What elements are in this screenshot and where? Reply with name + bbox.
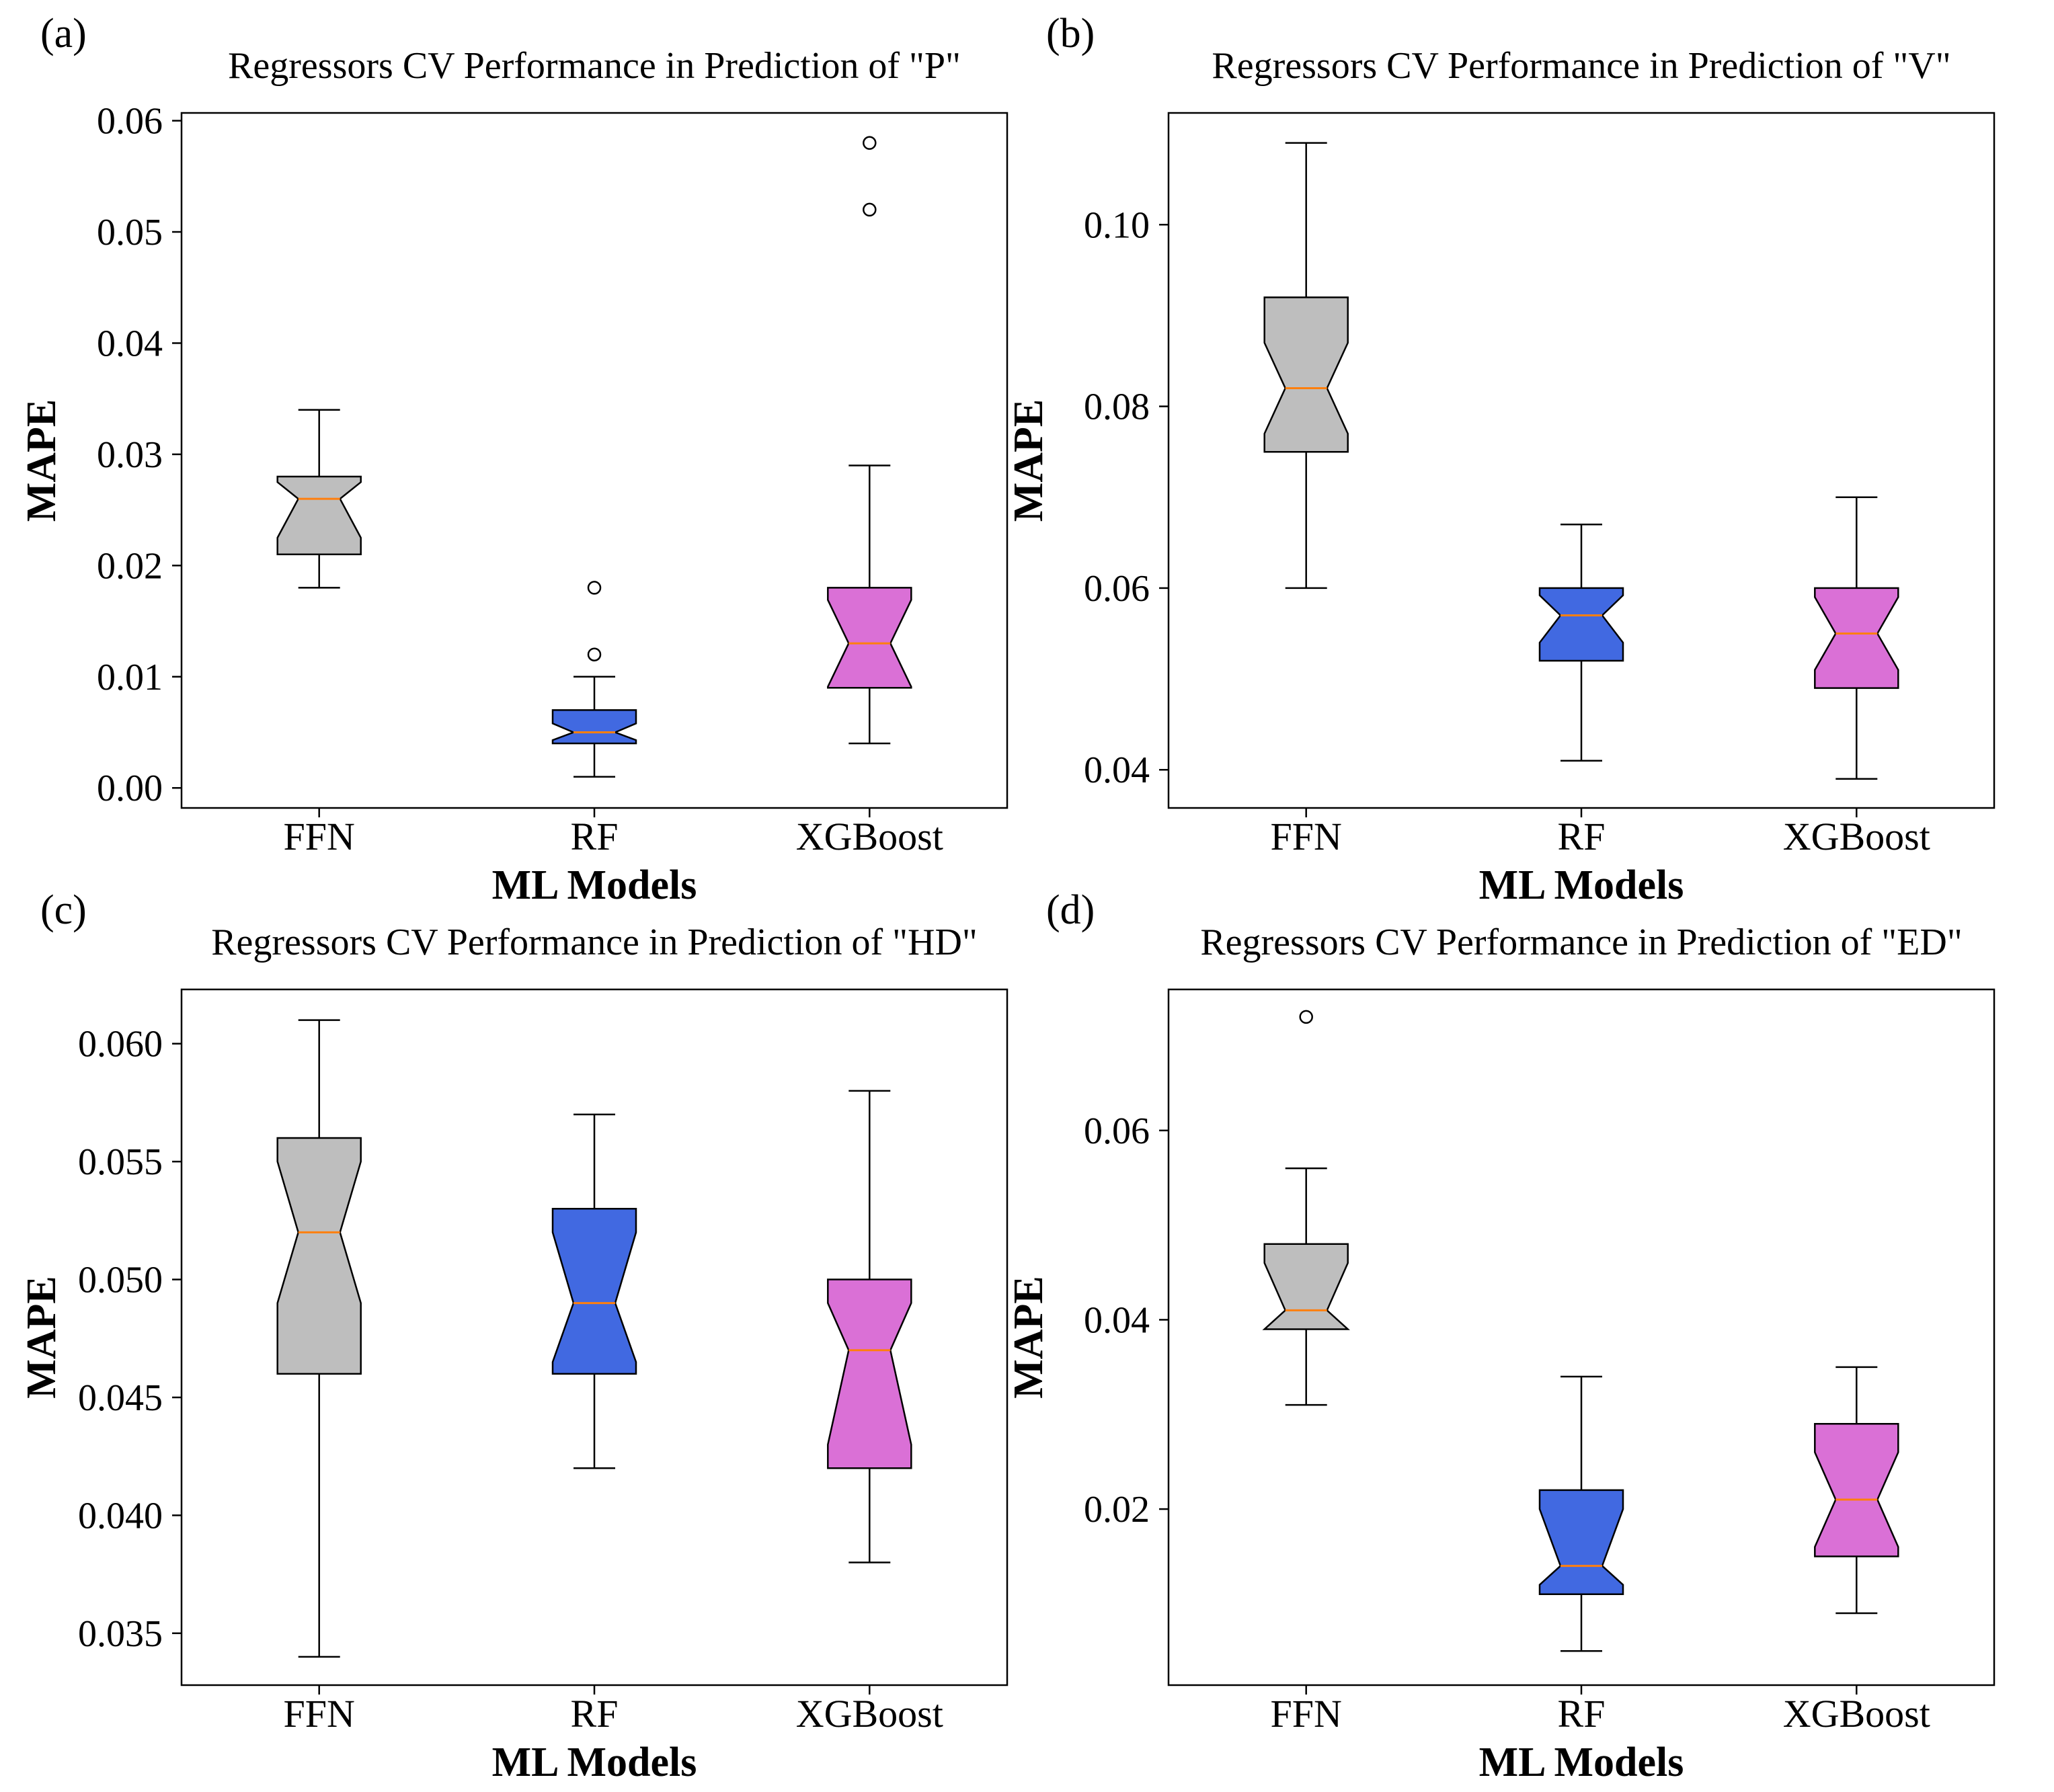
chart-panel-2: (b) Regressors CV Performance in Predicti…: [1006, 11, 1996, 908]
y-tick-label: 0.02: [1084, 1489, 1150, 1531]
y-tick-label: 0.04: [1084, 1299, 1150, 1341]
x-tick-label: XGBoost: [796, 815, 943, 858]
box-ffn: [276, 1019, 362, 1658]
y-axis-label: MAPE: [19, 399, 65, 522]
chart-panel-3: (c) Regressors CV Performance in Predicti…: [19, 887, 1009, 1785]
x-tick-label: XGBoost: [1783, 815, 1930, 858]
panel-label: (c): [40, 887, 87, 933]
box-body: [1262, 1243, 1350, 1330]
box-body: [1814, 587, 1899, 689]
y-tick-label: 0.055: [78, 1141, 163, 1183]
x-tick-label: RF: [1558, 815, 1606, 858]
box-rf: [1538, 1375, 1624, 1652]
y-tick-label: 0.05: [97, 212, 163, 253]
box-rf: [1538, 524, 1624, 762]
y-tick-label: 0.00: [97, 768, 163, 809]
box-ffn: [1263, 142, 1349, 589]
box-body: [276, 1137, 362, 1375]
box-body: [827, 1278, 912, 1469]
chart-title: Regressors CV Performance in Prediction …: [1200, 922, 1962, 963]
chart-title: Regressors CV Performance in Prediction …: [211, 922, 978, 963]
y-axis-label: MAPE: [19, 1276, 65, 1399]
y-tick-label: 0.035: [78, 1613, 163, 1655]
panel-label: (a): [40, 11, 87, 56]
x-tick-label: FFN: [1271, 815, 1342, 858]
box-ffn: [1262, 1010, 1350, 1406]
box-body: [1263, 296, 1349, 453]
box-body: [1538, 587, 1624, 662]
outlier-point: [1299, 1010, 1313, 1024]
y-tick-label: 0.08: [1084, 386, 1150, 428]
y-tick-label: 0.040: [78, 1495, 163, 1537]
y-tick-label: 0.01: [97, 657, 163, 698]
box-body: [1538, 1489, 1624, 1596]
box-body: [551, 1208, 637, 1375]
y-tick-label: 0.050: [78, 1260, 163, 1301]
y-tick-label: 0.06: [1084, 568, 1150, 610]
chart-title: Regressors CV Performance in Prediction …: [228, 45, 961, 87]
chart-title: Regressors CV Performance in Prediction …: [1212, 45, 1950, 87]
chart-panel-4: (d) Regressors CV Performance in Predicti…: [1006, 887, 1996, 1785]
box-ffn: [276, 409, 362, 589]
y-tick-label: 0.06: [1084, 1110, 1150, 1152]
y-tick-label: 0.04: [1084, 749, 1150, 791]
y-tick-label: 0.060: [78, 1024, 163, 1065]
box-body: [1814, 1423, 1899, 1557]
outlier-point: [863, 202, 877, 217]
box-xgboost: [827, 136, 912, 745]
y-tick-label: 0.045: [78, 1377, 163, 1419]
y-tick-label: 0.10: [1084, 204, 1150, 246]
outlier-point: [587, 647, 602, 661]
x-axis-label: ML Models: [492, 862, 697, 908]
panel-label: (d): [1046, 887, 1095, 933]
box-body: [551, 709, 637, 745]
x-axis-label: ML Models: [1479, 1740, 1684, 1785]
x-axis-label: ML Models: [1479, 862, 1684, 908]
x-tick-label: FFN: [284, 1692, 355, 1736]
x-tick-label: RF: [571, 815, 619, 858]
outlier-point: [587, 581, 602, 595]
y-tick-label: 0.04: [97, 323, 163, 364]
y-tick-label: 0.03: [97, 434, 163, 476]
x-tick-label: XGBoost: [796, 1692, 943, 1736]
x-tick-label: RF: [571, 1692, 619, 1736]
box-xgboost: [1814, 496, 1899, 780]
x-tick-label: XGBoost: [1783, 1692, 1930, 1736]
y-axis-label: MAPE: [1006, 399, 1052, 522]
box-xgboost: [827, 1090, 912, 1563]
y-tick-label: 0.02: [97, 545, 163, 587]
x-tick-label: FFN: [1271, 1692, 1342, 1736]
box-rf: [551, 1113, 637, 1469]
box-xgboost: [1814, 1366, 1899, 1615]
box-rf: [551, 581, 637, 778]
x-tick-label: FFN: [284, 815, 355, 858]
chart-panel-1: (a) Regressors CV Performance in Predicti…: [19, 11, 1009, 908]
box-body: [276, 475, 362, 556]
x-axis-label: ML Models: [492, 1740, 697, 1785]
y-axis-label: MAPE: [1006, 1276, 1052, 1399]
y-tick-label: 0.06: [97, 101, 163, 142]
panel-label: (b): [1046, 11, 1095, 56]
outlier-point: [863, 136, 877, 150]
box-body: [827, 587, 912, 689]
x-tick-label: RF: [1558, 1692, 1606, 1736]
